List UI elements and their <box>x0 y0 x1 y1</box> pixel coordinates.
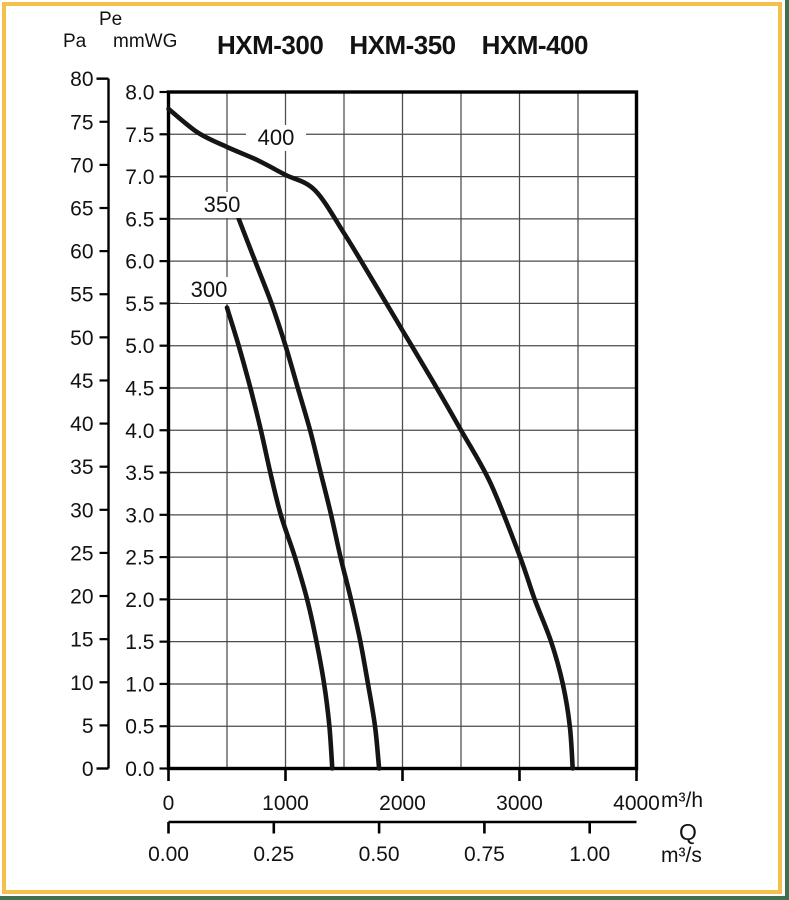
svg-text:7.0: 7.0 <box>125 166 154 189</box>
svg-text:3000: 3000 <box>496 792 543 815</box>
svg-text:4.0: 4.0 <box>125 420 154 443</box>
svg-text:7.5: 7.5 <box>125 124 154 147</box>
svg-text:45: 45 <box>70 370 93 393</box>
x-axis-unit-m3h: m³/h <box>661 789 703 812</box>
svg-text:70: 70 <box>70 154 93 177</box>
page-edge-bottom <box>0 896 789 900</box>
svg-text:3.0: 3.0 <box>125 504 154 527</box>
x-axis-unit-m3s: m³/s <box>661 844 702 867</box>
svg-text:80: 80 <box>70 68 93 91</box>
svg-text:5.0: 5.0 <box>125 335 154 358</box>
curve-label-350: 350 <box>192 192 252 218</box>
svg-text:0.50: 0.50 <box>359 843 400 866</box>
svg-text:65: 65 <box>70 198 93 221</box>
svg-text:55: 55 <box>70 284 93 307</box>
svg-text:1.00: 1.00 <box>569 843 610 866</box>
svg-text:75: 75 <box>70 111 93 134</box>
svg-text:8.0: 8.0 <box>125 82 154 105</box>
svg-text:15: 15 <box>70 629 93 652</box>
curve-label-400: 400 <box>246 125 306 151</box>
page-edge-right <box>785 0 789 900</box>
svg-text:4.5: 4.5 <box>125 377 154 400</box>
svg-text:5: 5 <box>82 715 94 738</box>
curve-label-300: 300 <box>179 277 239 303</box>
svg-text:0.00: 0.00 <box>148 843 189 866</box>
performance-curve-400 <box>166 106 575 771</box>
svg-text:40: 40 <box>70 413 93 436</box>
svg-text:0.75: 0.75 <box>464 843 505 866</box>
svg-text:0.0: 0.0 <box>125 758 154 781</box>
model-name-hxm-350: HXM-350 <box>349 30 456 60</box>
svg-text:0.25: 0.25 <box>253 843 294 866</box>
svg-text:10: 10 <box>70 672 93 695</box>
grid-lines <box>168 92 637 769</box>
svg-text:0: 0 <box>163 792 175 815</box>
pe-unit-label: Pe <box>99 9 123 30</box>
svg-text:35: 35 <box>70 456 93 479</box>
svg-text:2.5: 2.5 <box>125 547 154 570</box>
flow-symbol-label: Q <box>679 819 697 845</box>
model-name-hxm-300: HXM-300 <box>217 30 324 60</box>
svg-text:0.5: 0.5 <box>125 716 154 739</box>
svg-text:6.0: 6.0 <box>125 251 154 274</box>
svg-text:20: 20 <box>70 586 93 609</box>
model-name-hxm-400: HXM-400 <box>481 30 589 60</box>
y-axis-mmwg: 0.0 0.5 1.0 1.5 2.0 2.5 3.0 3.5 4.0 4.5 5.0 5.5 6.0 6… <box>125 82 169 781</box>
svg-text:1000: 1000 <box>262 792 309 815</box>
svg-text:60: 60 <box>70 241 93 264</box>
chart-title: HXM-300 HXM-350 HXM-400 <box>168 32 637 58</box>
x-axis-m3s: 0.00 0.25 0.50 0.75 1.00 <box>148 820 637 866</box>
svg-text:3.5: 3.5 <box>125 462 154 485</box>
svg-text:50: 50 <box>70 327 93 350</box>
y-axis-pa: 0 5 10 15 20 25 30 35 40 45 50 55 60 65 70 75 80 <box>70 68 110 781</box>
svg-text:2.0: 2.0 <box>125 589 154 612</box>
svg-text:6.5: 6.5 <box>125 208 154 231</box>
svg-text:4000: 4000 <box>613 792 660 815</box>
svg-text:0: 0 <box>82 758 94 781</box>
svg-text:25: 25 <box>70 542 93 565</box>
svg-text:5.5: 5.5 <box>125 293 154 316</box>
svg-text:1.5: 1.5 <box>125 631 154 654</box>
x-axis-m3h: 0 1000 2000 3000 4000 <box>163 768 660 815</box>
pa-unit-label: Pa <box>63 31 87 52</box>
performance-curve-350 <box>236 216 382 771</box>
mmwg-unit-label: mmWG <box>113 31 178 52</box>
svg-text:2000: 2000 <box>379 792 426 815</box>
frame-border-gold <box>2 2 782 894</box>
performance-curve-300 <box>224 305 335 771</box>
svg-text:30: 30 <box>70 499 93 522</box>
svg-text:1.0: 1.0 <box>125 673 154 696</box>
